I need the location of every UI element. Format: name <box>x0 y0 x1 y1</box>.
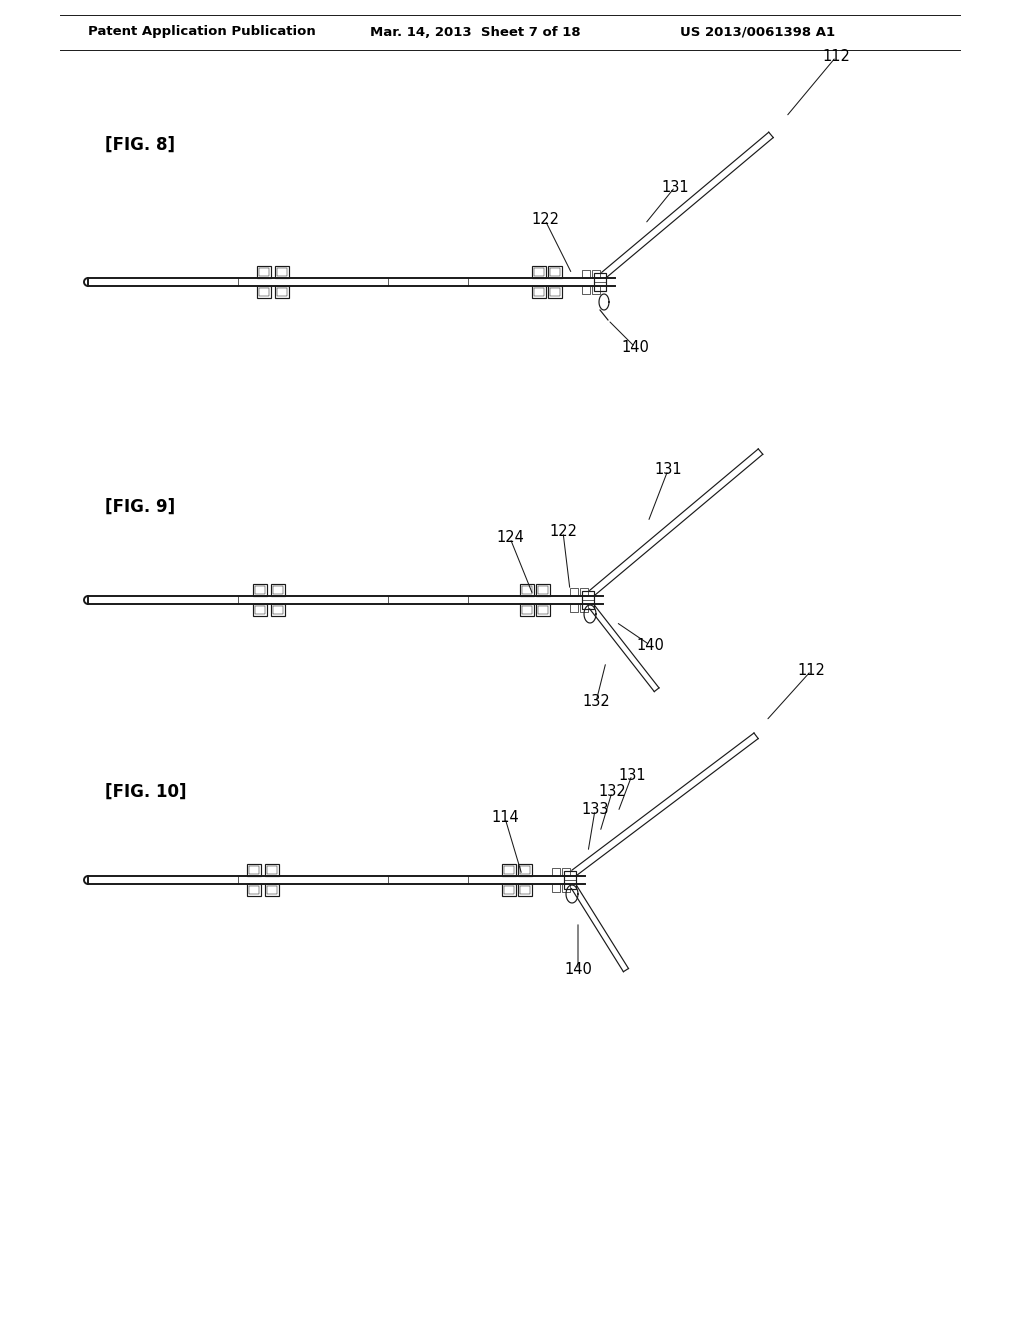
Text: 132: 132 <box>598 784 626 800</box>
Text: 140: 140 <box>622 339 649 355</box>
Text: [FIG. 8]: [FIG. 8] <box>105 136 175 154</box>
Text: US 2013/0061398 A1: US 2013/0061398 A1 <box>680 25 836 38</box>
Text: 131: 131 <box>618 767 646 783</box>
Text: [FIG. 10]: [FIG. 10] <box>105 783 186 801</box>
Text: 140: 140 <box>636 638 664 652</box>
Text: 112: 112 <box>822 49 850 65</box>
Text: 122: 122 <box>531 213 559 227</box>
Text: [FIG. 9]: [FIG. 9] <box>105 498 175 516</box>
Text: 124: 124 <box>496 531 524 545</box>
Text: 122: 122 <box>549 524 577 540</box>
Text: 133: 133 <box>582 803 608 817</box>
Text: 131: 131 <box>654 462 682 478</box>
Text: 132: 132 <box>582 694 610 710</box>
Text: Mar. 14, 2013  Sheet 7 of 18: Mar. 14, 2013 Sheet 7 of 18 <box>370 25 581 38</box>
Text: 112: 112 <box>797 663 825 678</box>
Text: Patent Application Publication: Patent Application Publication <box>88 25 315 38</box>
Text: 131: 131 <box>662 180 689 194</box>
Text: 114: 114 <box>492 810 519 825</box>
Text: 140: 140 <box>564 962 592 978</box>
